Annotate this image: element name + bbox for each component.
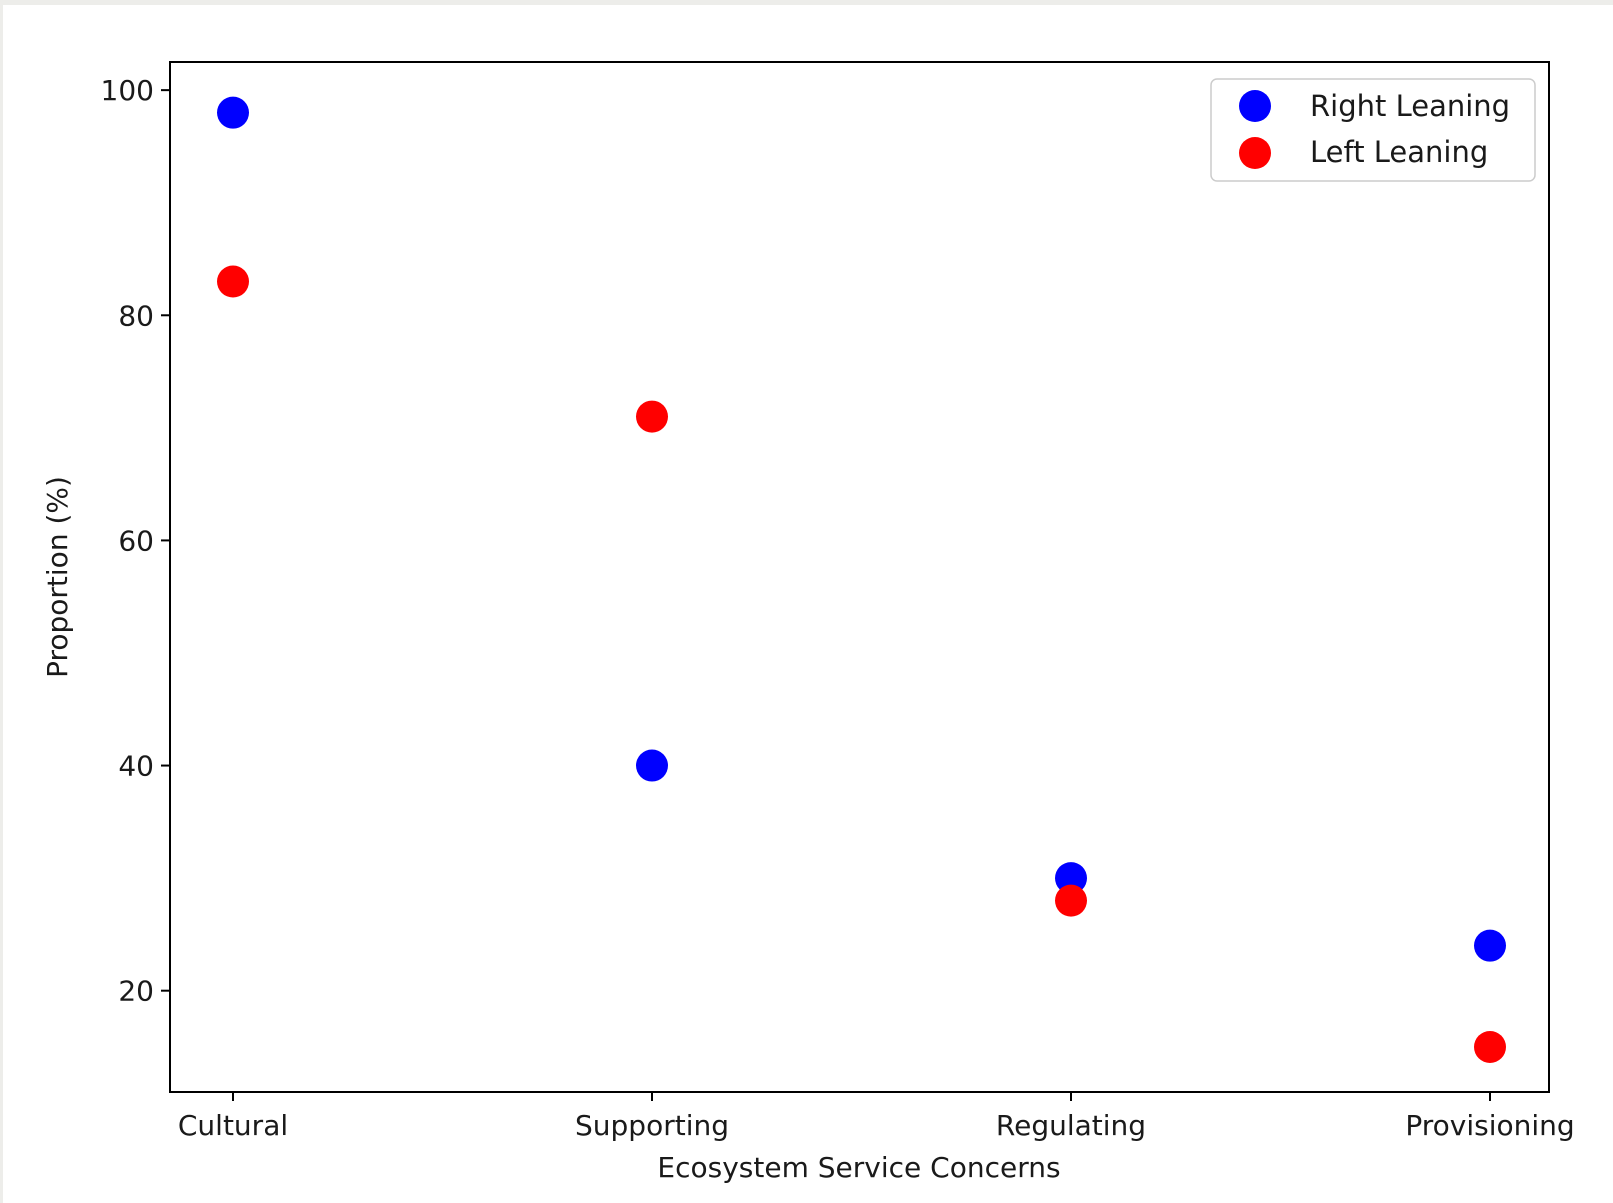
x-tick-label-provisioning: Provisioning xyxy=(1405,1109,1574,1142)
x-tick-label-cultural: Cultural xyxy=(178,1109,288,1142)
point-left-leaning-regulating xyxy=(1055,884,1087,917)
legend-label-left-leaning: Left Leaning xyxy=(1310,135,1488,169)
point-right-leaning-provisioning xyxy=(1474,929,1506,962)
x-tick-label-regulating: Regulating xyxy=(996,1109,1146,1142)
y-tick-label-80: 80 xyxy=(118,299,154,332)
point-right-leaning-regulating xyxy=(1055,862,1087,895)
scatter-chart: 20 40 60 80 100 Cultural Supporting Regulating… xyxy=(41,61,1575,1184)
y-axis-label: Proportion (%) xyxy=(41,476,74,678)
point-left-leaning-supporting xyxy=(636,400,668,433)
figure: 20 40 60 80 100 Cultural Supporting Regulating… xyxy=(3,5,1613,1203)
x-axis: Cultural Supporting Regulating Provisioning xyxy=(178,1092,1575,1142)
y-tick-label-40: 40 xyxy=(118,750,154,783)
point-right-leaning-supporting xyxy=(636,749,668,782)
y-tick-label-100: 100 xyxy=(101,74,154,107)
y-tick-label-20: 20 xyxy=(118,975,154,1008)
chart-marks xyxy=(217,96,1506,1063)
legend-box xyxy=(1210,78,1536,182)
plot-frame xyxy=(169,61,1550,1093)
legend: Right Leaning Left Leaning xyxy=(1210,78,1536,182)
point-right-leaning-cultural xyxy=(217,96,249,129)
point-left-leaning-provisioning xyxy=(1474,1030,1506,1063)
legend-marker-left-leaning xyxy=(1239,137,1271,169)
point-left-leaning-cultural xyxy=(217,265,249,298)
x-tick-label-supporting: Supporting xyxy=(575,1109,729,1142)
y-tick-label-60: 60 xyxy=(118,524,154,557)
legend-label-right-leaning: Right Leaning xyxy=(1310,89,1510,123)
legend-marker-right-leaning xyxy=(1239,90,1271,122)
x-axis-label: Ecosystem Service Concerns xyxy=(657,1151,1060,1184)
y-axis: 20 40 60 80 100 xyxy=(101,74,170,1008)
